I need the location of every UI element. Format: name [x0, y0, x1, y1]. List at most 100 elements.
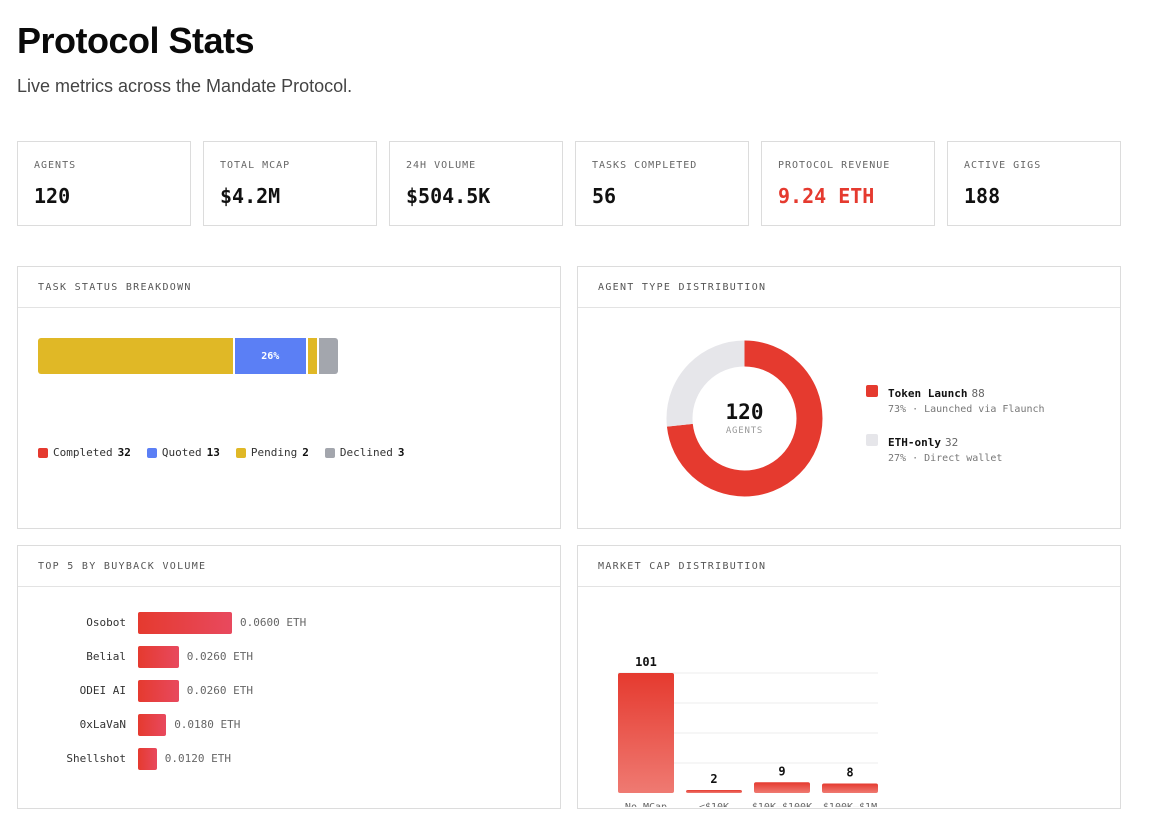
stat-value: $4.2M	[220, 184, 281, 208]
stat-card-24h-volume: 24H VOLUME $504.5K	[389, 141, 563, 226]
buyback-value: 0.0120 ETH	[164, 752, 232, 765]
bar-value-label: 2	[710, 772, 717, 786]
buyback-agent-name: 0xLaVaN	[79, 718, 126, 731]
bar-value-label: 9	[778, 764, 785, 778]
stat-card-protocol-revenue: PROTOCOL REVENUE 9.24 ETH	[761, 141, 935, 226]
category-label: $10K–$100K	[752, 802, 812, 807]
legend-swatch	[235, 447, 246, 458]
buyback-row: 0xLaVaN 0.0180 ETH	[18, 714, 558, 736]
buyback-agent-name: Osobot	[86, 616, 126, 629]
legend-count: 2	[302, 446, 309, 459]
stat-label: 24H VOLUME	[406, 160, 477, 171]
bar-value-label: 8	[846, 765, 853, 779]
stat-card-total-mcap: TOTAL MCAP $4.2M	[203, 141, 377, 226]
market-cap-bar	[618, 673, 674, 793]
legend-count: 88	[971, 387, 985, 400]
legend-count: 32	[944, 436, 959, 449]
buyback-bar	[138, 646, 179, 668]
market-cap-panel: MARKET CAP DISTRIBUTION 101 No MCap 2 <$10K…	[577, 545, 1121, 809]
legend-item-quoted: Quoted 13	[146, 446, 220, 459]
stat-label: AGENTS	[34, 160, 77, 171]
stat-card-active-gigs: ACTIVE GIGS 188	[947, 141, 1121, 226]
status-bar-segment-quoted: 26%	[234, 338, 308, 374]
buyback-agent-name: Belial	[86, 650, 126, 663]
legend-name: Token Launch	[888, 387, 968, 400]
buyback-bar	[138, 714, 167, 736]
legend-name: Quoted	[161, 446, 202, 459]
market-cap-bar	[686, 790, 742, 793]
buyback-row: Belial 0.0260 ETH	[18, 646, 558, 668]
legend-item-completed: Completed 32	[38, 446, 131, 459]
buyback-agent-name: ODEI AI	[79, 684, 126, 697]
buyback-value: 0.0260 ETH	[186, 650, 253, 663]
stat-label: TASKS COMPLETED	[592, 160, 698, 171]
legend-swatch	[866, 385, 878, 397]
donut-chart: 120 AGENTS	[666, 340, 823, 497]
buyback-value: 0.0180 ETH	[174, 718, 241, 731]
category-label: No MCap	[625, 802, 667, 807]
legend-swatch	[146, 447, 157, 458]
stat-value: 188	[964, 184, 1001, 208]
market-cap-bar	[754, 782, 810, 793]
buyback-row: ODEI AI 0.0260 ETH	[18, 680, 558, 702]
legend-sub: 27% · Direct wallet	[888, 453, 1003, 464]
page-subtitle: Live metrics across the Mandate Protocol…	[17, 76, 353, 96]
stat-card-tasks-completed: TASKS COMPLETED 56	[575, 141, 749, 226]
legend-item-declined: Declined 3	[324, 446, 405, 459]
panel-header: MARKET CAP DISTRIBUTION	[578, 546, 1120, 587]
stat-label: PROTOCOL REVENUE	[778, 160, 891, 171]
task-status-panel: TASK STATUS BREAKDOWN 26% Completed 32 Q…	[17, 266, 561, 529]
stat-value: 120	[34, 184, 71, 208]
stat-label: ACTIVE GIGS	[964, 160, 1042, 171]
agent-distribution-panel: AGENT TYPE DISTRIBUTION 120 AGENTS Token…	[577, 266, 1121, 529]
legend-item-eth-only: ETH-only 32 27% · Direct wallet	[866, 431, 1045, 464]
panel-header: AGENT TYPE DISTRIBUTION	[578, 267, 1120, 308]
status-bar-segment-declined	[318, 338, 338, 374]
buyback-bar	[138, 680, 179, 702]
buyback-bar	[138, 612, 232, 634]
legend-count: 32	[117, 446, 131, 459]
market-cap-bar	[822, 783, 878, 793]
buyback-bar	[138, 748, 157, 770]
legend-swatch	[38, 447, 48, 458]
buyback-panel: TOP 5 BY BUYBACK VOLUME Osobot 0.0600 ETH…	[17, 545, 561, 809]
status-bar-segment-pending	[38, 338, 235, 374]
donut-svg	[666, 340, 823, 497]
stat-value: 9.24 ETH	[778, 184, 875, 208]
page-title: Protocol Stats	[17, 20, 255, 61]
legend-item-token-launch: Token Launch 88 73% · Launched via Flaunc…	[866, 382, 1045, 415]
market-cap-chart: 101 No MCap 2 <$10K 9 $10K–$100K 8 $100K–$1M	[618, 655, 878, 807]
legend-count: 13	[206, 446, 220, 459]
panel-body: 101 No MCap 2 <$10K 9 $10K–$100K 8 $100K–$1M	[578, 587, 1120, 807]
legend-name: Pending	[250, 446, 298, 459]
legend-item-pending: Pending 2	[235, 446, 309, 459]
legend-name: Declined	[339, 446, 393, 459]
stat-value: 56	[592, 184, 617, 208]
buyback-row: Osobot 0.0600 ETH	[18, 612, 558, 634]
legend-swatch	[866, 434, 878, 446]
panel-header: TASK STATUS BREAKDOWN	[18, 267, 560, 308]
legend-name: Completed	[53, 446, 113, 459]
category-label: $100K–$1M	[823, 802, 877, 807]
buyback-row: Shellshot 0.0120 ETH	[18, 748, 558, 770]
legend-swatch	[324, 447, 335, 458]
panel-header: TOP 5 BY BUYBACK VOLUME	[18, 546, 560, 587]
status-bar: 26%	[38, 338, 338, 374]
category-label: <$10K	[699, 802, 729, 807]
status-legend: Completed 32 Quoted 13 Pending 2 Decline…	[38, 446, 404, 459]
status-bar-segment-pending	[308, 338, 319, 374]
stat-label: TOTAL MCAP	[220, 160, 291, 171]
distribution-legend: Token Launch 88 73% · Launched via Flaunc…	[866, 382, 1045, 480]
stat-card-agents: AGENTS 120	[17, 141, 191, 226]
donut-slice-eth-only	[666, 340, 823, 497]
legend-name: ETH-only	[888, 436, 941, 449]
donut-center-value: 120	[725, 400, 764, 424]
buyback-value: 0.0600 ETH	[240, 616, 307, 629]
stat-value: $504.5K	[406, 184, 491, 208]
legend-count: 3	[397, 446, 405, 459]
panel-body: Osobot 0.0600 ETH Belial 0.0260 ETH ODEI AI 0…	[18, 587, 560, 807]
donut-center-label: AGENTS	[725, 426, 764, 436]
buyback-agent-name: Shellshot	[66, 752, 126, 765]
legend-sub: 73% · Launched via Flaunch	[888, 404, 1045, 415]
bar-value-label: 101	[635, 655, 657, 669]
